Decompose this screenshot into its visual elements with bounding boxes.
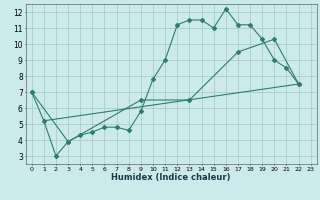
X-axis label: Humidex (Indice chaleur): Humidex (Indice chaleur)	[111, 173, 231, 182]
